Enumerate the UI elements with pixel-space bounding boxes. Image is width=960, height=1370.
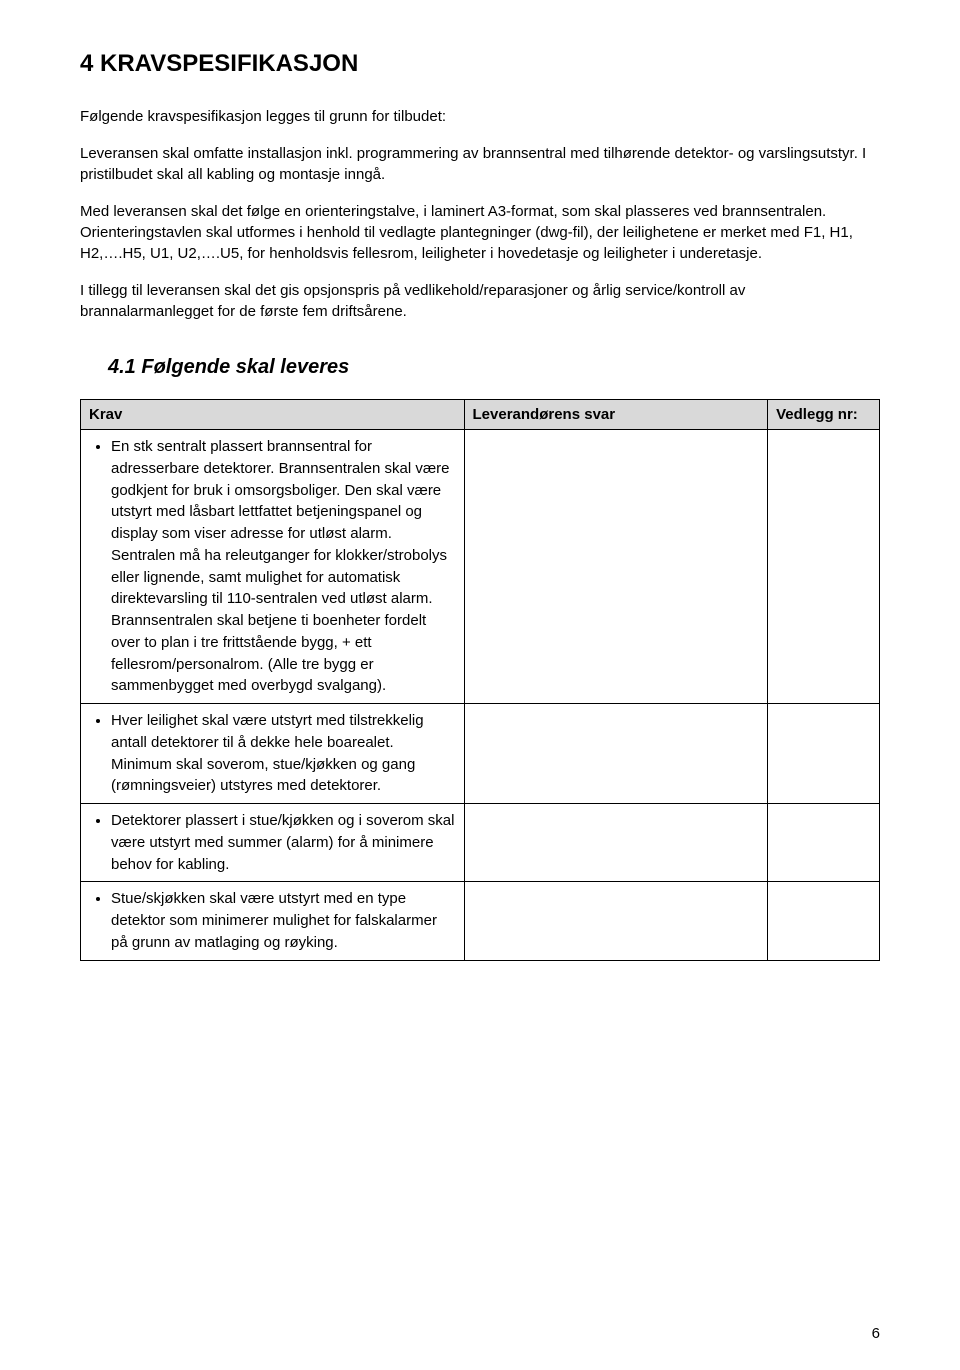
- req-item: En stk sentralt plassert brannsentral fo…: [111, 436, 456, 697]
- col-header-krav: Krav: [81, 400, 465, 430]
- cell-svar: [464, 430, 768, 704]
- cell-vedlegg: [768, 704, 880, 804]
- cell-krav: En stk sentralt plassert brannsentral fo…: [81, 430, 465, 704]
- cell-svar: [464, 882, 768, 960]
- table-row: Detektorer plassert i stue/kjøkken og i …: [81, 804, 880, 882]
- subsection-heading: 4.1 Følgende skal leveres: [108, 356, 880, 379]
- cell-svar: [464, 804, 768, 882]
- requirements-table: Krav Leverandørens svar Vedlegg nr: En s…: [80, 399, 880, 961]
- req-item: Stue/skjøkken skal være utstyrt med en t…: [111, 888, 456, 953]
- page-number: 6: [872, 1325, 880, 1342]
- intro-paragraph-2: Leveransen skal omfatte installasjon ink…: [80, 143, 880, 185]
- req-item: Hver leilighet skal være utstyrt med til…: [111, 710, 456, 797]
- table-row: En stk sentralt plassert brannsentral fo…: [81, 430, 880, 704]
- cell-vedlegg: [768, 882, 880, 960]
- cell-vedlegg: [768, 430, 880, 704]
- table-header-row: Krav Leverandørens svar Vedlegg nr:: [81, 400, 880, 430]
- table-row: Hver leilighet skal være utstyrt med til…: [81, 704, 880, 804]
- cell-krav: Detektorer plassert i stue/kjøkken og i …: [81, 804, 465, 882]
- cell-krav: Hver leilighet skal være utstyrt med til…: [81, 704, 465, 804]
- section-heading: 4 KRAVSPESIFIKASJON: [80, 50, 880, 78]
- col-header-vedlegg: Vedlegg nr:: [768, 400, 880, 430]
- req-item: Detektorer plassert i stue/kjøkken og i …: [111, 810, 456, 875]
- cell-vedlegg: [768, 804, 880, 882]
- cell-krav: Stue/skjøkken skal være utstyrt med en t…: [81, 882, 465, 960]
- intro-paragraph-4: I tillegg til leveransen skal det gis op…: [80, 280, 880, 322]
- table-row: Stue/skjøkken skal være utstyrt med en t…: [81, 882, 880, 960]
- intro-paragraph-3: Med leveransen skal det følge en oriente…: [80, 201, 880, 264]
- intro-paragraph-1: Følgende kravspesifikasjon legges til gr…: [80, 106, 880, 127]
- col-header-svar: Leverandørens svar: [464, 400, 768, 430]
- cell-svar: [464, 704, 768, 804]
